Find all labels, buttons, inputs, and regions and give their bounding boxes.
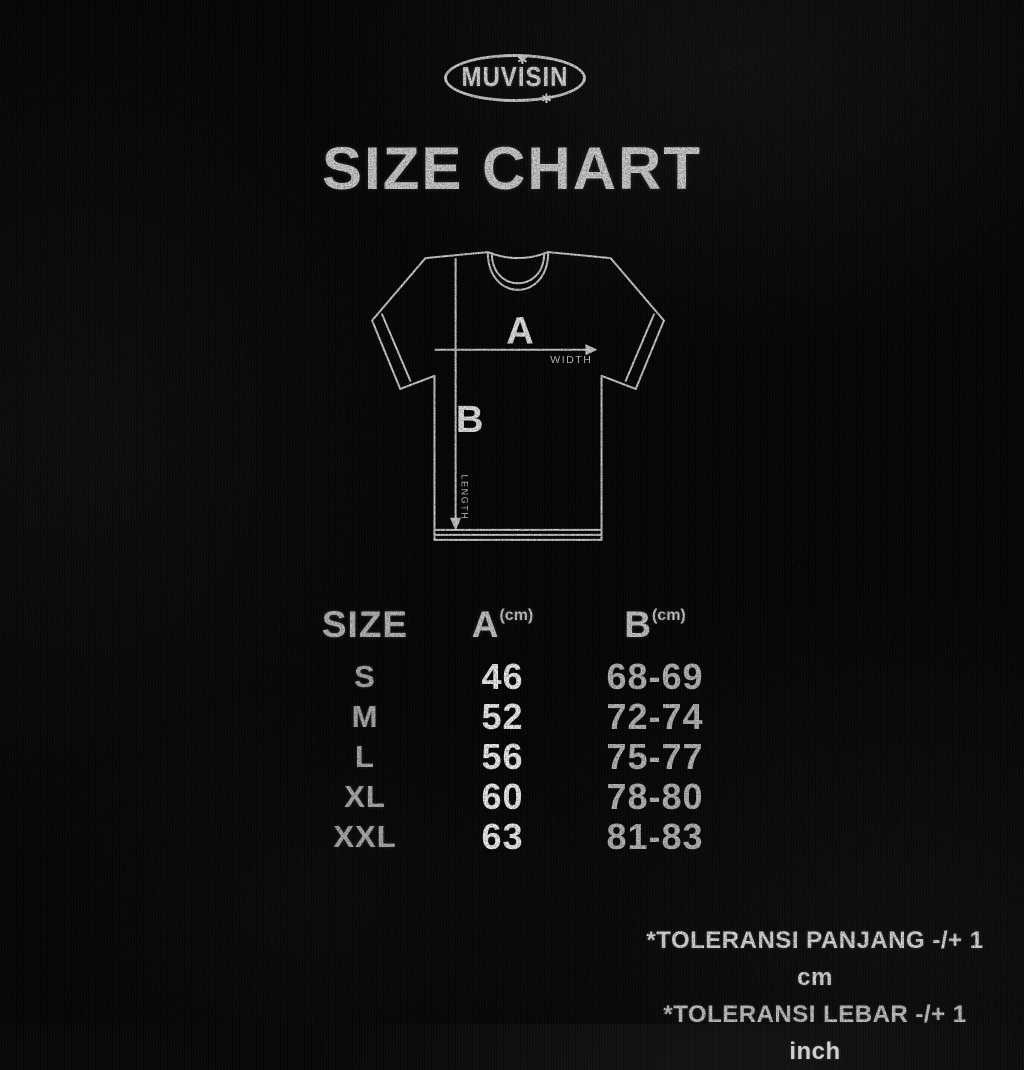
size-cell: XXL	[333, 819, 397, 854]
page-title: SIZE CHART	[322, 135, 702, 202]
measure-b-label: B	[456, 398, 484, 441]
col-header-b-letter: B	[624, 604, 652, 645]
length-arrow	[450, 258, 462, 531]
table-row: XL 60 78-80	[300, 776, 735, 817]
b-cell: 72-74	[606, 696, 704, 737]
col-header-a-unit: (cm)	[499, 606, 534, 624]
col-header-a-letter: A	[471, 604, 500, 645]
a-cell: 52	[481, 696, 524, 737]
col-header-size: SIZE	[321, 604, 409, 645]
table-row: S 46 68-69	[300, 656, 735, 697]
b-cell: 68-69	[606, 656, 704, 697]
size-cell: XL	[344, 779, 386, 814]
width-text-label: WIDTH	[550, 354, 592, 366]
b-cell: 78-80	[606, 776, 704, 817]
size-table: SIZE A(cm) B(cm) S 46 68-69 M 52 72-74 L…	[300, 604, 735, 857]
tolerance-note-length: *TOLERANSI PANJANG -/+ 1 cm	[646, 927, 984, 991]
col-header-a: A(cm)	[430, 604, 575, 646]
tshirt-outline-icon: A B WIDTH LENGTH	[371, 251, 665, 541]
col-header-b: B(cm)	[575, 604, 735, 646]
brand-logo: MUVISIN ✱ ✱	[444, 52, 586, 106]
b-cell: 81-83	[606, 816, 704, 857]
size-cell: S	[354, 659, 376, 694]
length-text-label: LENGTH	[460, 474, 470, 520]
table-row: XXL 63 81-83	[300, 816, 735, 857]
a-cell: 63	[481, 816, 524, 857]
size-cell: L	[355, 739, 375, 774]
star-icon-top: ✱	[517, 52, 528, 67]
tshirt-diagram: A B WIDTH LENGTH	[370, 240, 666, 559]
a-cell: 60	[481, 776, 524, 817]
table-row: L 56 75-77	[300, 736, 735, 777]
table-header-row: SIZE A(cm) B(cm)	[300, 604, 735, 656]
brand-name: MUVISIN	[461, 61, 569, 93]
measure-a-label: A	[506, 310, 534, 353]
tolerance-note-width: *TOLERANSI LEBAR -/+ 1 inch	[663, 1001, 967, 1065]
star-icon-bottom: ✱	[541, 91, 552, 106]
tolerance-notes: *TOLERANSI PANJANG -/+ 1 cm *TOLERANSI L…	[643, 922, 987, 1070]
size-cell: M	[351, 699, 379, 734]
a-cell: 46	[481, 656, 524, 697]
a-cell: 56	[481, 736, 524, 777]
b-cell: 75-77	[606, 736, 704, 777]
col-header-b-unit: (cm)	[651, 606, 686, 624]
table-row: M 52 72-74	[300, 696, 735, 737]
